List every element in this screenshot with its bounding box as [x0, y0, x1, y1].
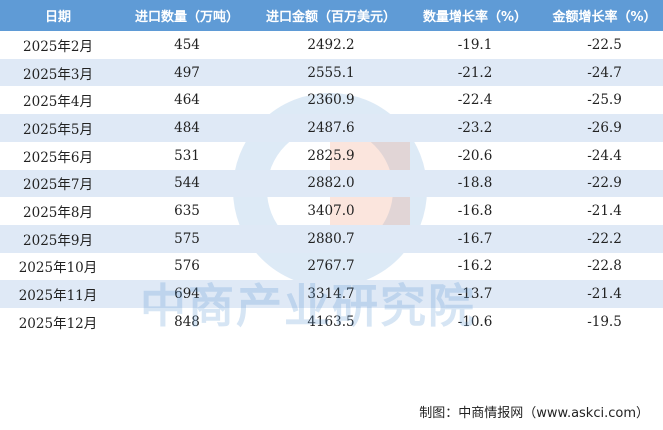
table-row: 2025年8月 635 3407.0 -16.8 -21.4: [0, 197, 663, 225]
table-cell: 2555.1: [307, 64, 355, 81]
table-cell: 2767.7: [307, 258, 355, 275]
table-cell: 4163.5: [307, 313, 355, 330]
table-row: 2025年2月 454 2492.2 -19.1 -22.5: [0, 31, 663, 59]
table-cell: -16.8: [457, 203, 493, 220]
table-row: 2025年9月 575 2880.7 -16.7 -22.2: [0, 224, 663, 253]
table-cell: 2025年5月: [23, 121, 93, 138]
table-cell: -24.7: [587, 64, 622, 81]
table-cell: -25.9: [587, 92, 622, 109]
table-cell: 2025年10月: [18, 260, 98, 277]
table-cell: 2492.2: [307, 36, 355, 53]
table-cell: 2025年3月: [23, 66, 93, 83]
table-cell: 694: [174, 286, 200, 303]
table-cell: 3407.0: [307, 203, 355, 220]
table-cell: -10.6: [457, 313, 493, 330]
table-cell: -22.9: [587, 175, 622, 192]
table-cell: 2025年9月: [23, 232, 93, 249]
table-row: 2025年4月 464 2360.9 -22.4 -25.9: [0, 86, 663, 114]
table-cell: -19.1: [457, 36, 493, 53]
table-cell: -21.4: [587, 286, 622, 303]
watermark: 中商产业研究院: [140, 279, 476, 333]
header-cell: 进口数量（万吨）: [134, 10, 239, 25]
table-cell: -16.2: [457, 258, 493, 275]
table-cell: -22.8: [587, 258, 622, 275]
table-row: 2025年10月 576 2767.7 -16.2 -22.8: [0, 253, 663, 281]
table-cell: 848: [174, 313, 200, 330]
table-cell: 2025年2月: [23, 38, 93, 55]
table-cell: -16.7: [457, 230, 493, 247]
table-cell: 575: [174, 230, 200, 247]
table-cell: -22.5: [587, 36, 622, 53]
table-cell: 2025年7月: [23, 177, 93, 194]
header-cell: 进口金额（百万美元）: [265, 10, 396, 25]
table-cell: 3314.7: [307, 286, 355, 303]
table-cell: -18.8: [457, 175, 493, 192]
table-row: 2025年5月 484 2487.6 -23.2 -26.9: [0, 114, 663, 142]
header-cell: 日期: [44, 10, 71, 25]
table-cell: -22.2: [587, 230, 622, 247]
table-cell: 2487.6: [307, 119, 355, 136]
table-cell: 484: [174, 119, 200, 136]
table-cell: -21.2: [457, 64, 493, 81]
table-cell: 497: [174, 64, 200, 81]
table-cell: -21.4: [587, 203, 622, 220]
table-cell: 2880.7: [307, 230, 355, 247]
table-cell: -24.4: [587, 147, 622, 164]
table-row: 2025年7月 544 2882.0 -18.8 -22.9: [0, 169, 663, 198]
table-cell: 2025年12月: [18, 315, 98, 332]
table-cell: 531: [174, 147, 200, 164]
table-cell: -26.9: [587, 119, 622, 136]
header-row: 日期 进口数量（万吨） 进口金额（百万美元） 数量增长率（%） 金额增长率（%）: [0, 0, 663, 31]
table-cell: 464: [174, 92, 200, 109]
table-cell: 454: [174, 36, 200, 53]
table-cell: -22.4: [457, 92, 493, 109]
table-row: 2025年3月 497 2555.1 -21.2 -24.7: [0, 58, 663, 87]
header-cell: 金额增长率（%）: [552, 10, 657, 25]
table-cell: -19.5: [587, 313, 622, 330]
table-cell: 544: [174, 175, 200, 192]
table-cell: 2025年4月: [23, 94, 93, 111]
table-cell: 2025年6月: [23, 149, 93, 166]
table-cell: 2025年11月: [18, 288, 98, 305]
table-cell: -20.6: [457, 147, 493, 164]
table-row: 2025年11月 694 3314.7 -13.7 -21.4: [0, 280, 663, 308]
table-row: 2025年12月 848 4163.5 -10.6 -19.5: [0, 308, 663, 336]
table-cell: 2025年8月: [23, 205, 93, 222]
table-row: 2025年6月 531 2825.9 -20.6 -24.4: [0, 142, 663, 170]
table-cell: 576: [174, 258, 200, 275]
source-note: 制图：中商情报网（www.askci.com）: [419, 406, 649, 421]
table-cell: 2882.0: [307, 175, 355, 192]
table-cell: 2825.9: [307, 147, 355, 164]
header-cell: 数量增长率（%）: [422, 10, 528, 25]
table-cell: -13.7: [457, 286, 493, 303]
table-cell: 635: [174, 203, 200, 220]
table-cell: 2360.9: [307, 92, 355, 109]
table-cell: -23.2: [457, 119, 493, 136]
